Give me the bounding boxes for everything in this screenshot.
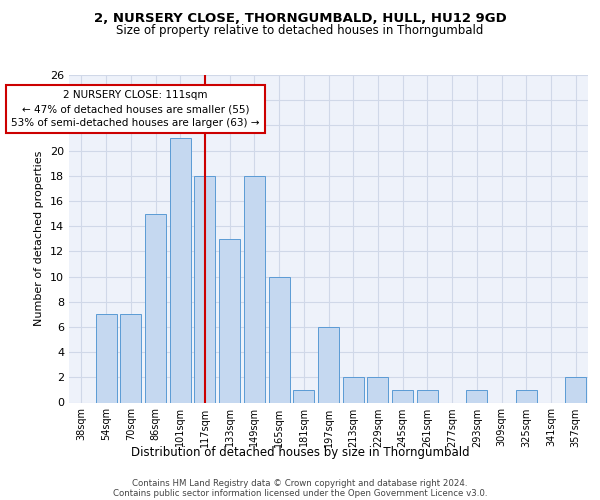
Y-axis label: Number of detached properties: Number of detached properties xyxy=(34,151,44,326)
Bar xyxy=(244,176,265,402)
Bar xyxy=(269,276,290,402)
Bar xyxy=(293,390,314,402)
Text: Distribution of detached houses by size in Thorngumbald: Distribution of detached houses by size … xyxy=(131,446,469,459)
Bar xyxy=(392,390,413,402)
Bar xyxy=(466,390,487,402)
Bar xyxy=(219,239,240,402)
Bar xyxy=(417,390,438,402)
Bar xyxy=(565,378,586,402)
Bar xyxy=(145,214,166,402)
Bar xyxy=(516,390,537,402)
Text: 2 NURSERY CLOSE: 111sqm
← 47% of detached houses are smaller (55)
53% of semi-de: 2 NURSERY CLOSE: 111sqm ← 47% of detache… xyxy=(11,90,260,128)
Bar xyxy=(120,314,141,402)
Bar xyxy=(194,176,215,402)
Text: 2, NURSERY CLOSE, THORNGUMBALD, HULL, HU12 9GD: 2, NURSERY CLOSE, THORNGUMBALD, HULL, HU… xyxy=(94,12,506,26)
Bar xyxy=(170,138,191,402)
Bar xyxy=(367,378,388,402)
Text: Contains public sector information licensed under the Open Government Licence v3: Contains public sector information licen… xyxy=(113,489,487,498)
Text: Contains HM Land Registry data © Crown copyright and database right 2024.: Contains HM Land Registry data © Crown c… xyxy=(132,479,468,488)
Bar xyxy=(95,314,116,402)
Bar xyxy=(318,327,339,402)
Bar xyxy=(343,378,364,402)
Text: Size of property relative to detached houses in Thorngumbald: Size of property relative to detached ho… xyxy=(116,24,484,37)
